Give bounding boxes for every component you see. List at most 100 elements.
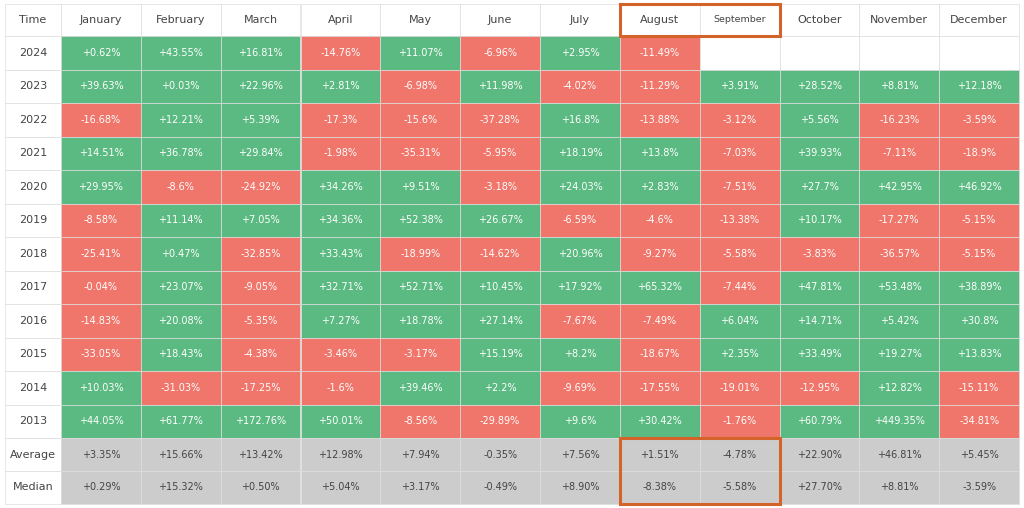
- Text: -31.03%: -31.03%: [161, 383, 201, 393]
- Text: -11.49%: -11.49%: [640, 48, 680, 58]
- Text: -17.25%: -17.25%: [241, 383, 281, 393]
- Bar: [460, 4, 540, 36]
- Text: -7.11%: -7.11%: [883, 148, 916, 158]
- Text: +3.91%: +3.91%: [720, 81, 759, 91]
- Text: +0.50%: +0.50%: [242, 483, 280, 492]
- Bar: [939, 404, 1019, 438]
- Text: May: May: [409, 15, 432, 25]
- Bar: [220, 36, 300, 70]
- Text: -14.83%: -14.83%: [81, 316, 121, 326]
- Bar: [5, 404, 61, 438]
- Text: +10.03%: +10.03%: [79, 383, 123, 393]
- Bar: [380, 371, 460, 404]
- Bar: [300, 237, 380, 270]
- Text: +30.8%: +30.8%: [959, 316, 998, 326]
- Bar: [380, 36, 460, 70]
- Bar: [5, 103, 61, 137]
- Text: -7.51%: -7.51%: [723, 182, 757, 192]
- Bar: [380, 304, 460, 337]
- Text: +39.46%: +39.46%: [398, 383, 442, 393]
- Bar: [540, 36, 620, 70]
- Text: +14.71%: +14.71%: [797, 316, 842, 326]
- Text: +449.35%: +449.35%: [873, 416, 925, 426]
- Text: -16.23%: -16.23%: [880, 115, 920, 125]
- Text: -25.41%: -25.41%: [81, 249, 121, 259]
- Text: 2023: 2023: [18, 81, 47, 91]
- Bar: [220, 438, 300, 471]
- Text: -18.9%: -18.9%: [963, 148, 996, 158]
- Bar: [859, 371, 939, 404]
- Text: +30.42%: +30.42%: [637, 416, 682, 426]
- Text: March: March: [244, 15, 278, 25]
- Bar: [620, 4, 779, 36]
- Text: +16.8%: +16.8%: [561, 115, 599, 125]
- Text: +29.84%: +29.84%: [239, 148, 283, 158]
- Text: +46.81%: +46.81%: [877, 450, 922, 460]
- Bar: [380, 237, 460, 270]
- Bar: [699, 270, 779, 304]
- Bar: [779, 137, 859, 170]
- Text: 2018: 2018: [18, 249, 47, 259]
- Bar: [380, 137, 460, 170]
- Text: +3.17%: +3.17%: [401, 483, 439, 492]
- Text: December: December: [950, 15, 1008, 25]
- Bar: [300, 304, 380, 337]
- Text: -17.27%: -17.27%: [879, 215, 920, 225]
- Text: -4.02%: -4.02%: [563, 81, 597, 91]
- Bar: [540, 4, 620, 36]
- Text: +9.6%: +9.6%: [564, 416, 596, 426]
- Bar: [380, 404, 460, 438]
- Text: 2019: 2019: [18, 215, 47, 225]
- Text: -15.6%: -15.6%: [403, 115, 437, 125]
- Text: +39.63%: +39.63%: [79, 81, 123, 91]
- Bar: [779, 70, 859, 103]
- Text: +13.42%: +13.42%: [239, 450, 283, 460]
- Text: 2013: 2013: [18, 416, 47, 426]
- Text: +33.49%: +33.49%: [797, 350, 842, 359]
- Text: +5.56%: +5.56%: [800, 115, 839, 125]
- Text: +10.45%: +10.45%: [478, 282, 522, 292]
- Text: -0.35%: -0.35%: [483, 450, 517, 460]
- Bar: [620, 237, 699, 270]
- Bar: [300, 270, 380, 304]
- Text: -3.83%: -3.83%: [803, 249, 837, 259]
- Bar: [141, 404, 220, 438]
- Bar: [141, 438, 220, 471]
- Bar: [460, 204, 540, 237]
- Text: June: June: [487, 15, 512, 25]
- Text: 2016: 2016: [18, 316, 47, 326]
- Text: November: November: [870, 15, 928, 25]
- Bar: [220, 103, 300, 137]
- Text: -3.46%: -3.46%: [324, 350, 357, 359]
- Text: February: February: [156, 15, 206, 25]
- Text: +22.96%: +22.96%: [239, 81, 283, 91]
- Bar: [620, 471, 699, 504]
- Text: -5.15%: -5.15%: [962, 215, 996, 225]
- Text: +13.83%: +13.83%: [956, 350, 1001, 359]
- Bar: [141, 337, 220, 371]
- Bar: [620, 103, 699, 137]
- Bar: [141, 36, 220, 70]
- Text: +50.01%: +50.01%: [318, 416, 362, 426]
- Bar: [141, 204, 220, 237]
- Bar: [5, 137, 61, 170]
- Text: +44.05%: +44.05%: [79, 416, 123, 426]
- Bar: [620, 270, 699, 304]
- Bar: [779, 204, 859, 237]
- Text: -37.28%: -37.28%: [480, 115, 520, 125]
- Text: September: September: [714, 16, 766, 24]
- Bar: [859, 471, 939, 504]
- Bar: [540, 404, 620, 438]
- Bar: [220, 270, 300, 304]
- Text: -3.59%: -3.59%: [962, 115, 996, 125]
- Text: +18.19%: +18.19%: [558, 148, 602, 158]
- Text: -5.58%: -5.58%: [723, 483, 757, 492]
- Text: +36.78%: +36.78%: [159, 148, 203, 158]
- Text: +52.38%: +52.38%: [397, 215, 442, 225]
- Bar: [939, 137, 1019, 170]
- Bar: [939, 270, 1019, 304]
- Bar: [939, 170, 1019, 204]
- Bar: [540, 103, 620, 137]
- Bar: [859, 36, 939, 70]
- Bar: [460, 404, 540, 438]
